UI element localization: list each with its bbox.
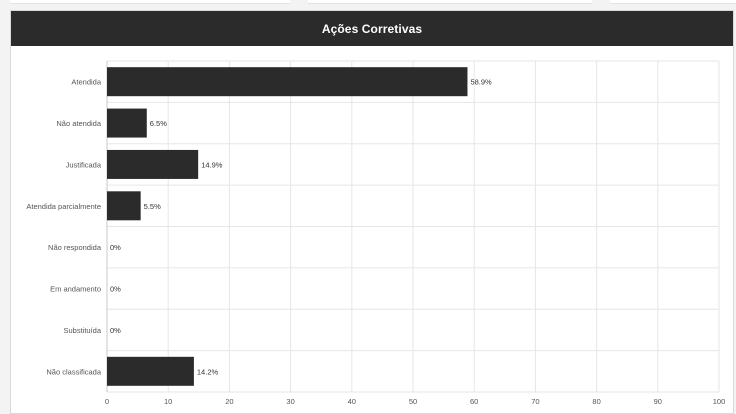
bar[interactable] <box>107 191 141 221</box>
x-tick-label: 20 <box>225 397 233 406</box>
x-tick-label: 0 <box>105 397 109 406</box>
tab-placeholder[interactable] <box>10 0 290 4</box>
category-label: Não respondida <box>48 243 102 252</box>
category-label: Atendida parcialmente <box>26 202 101 211</box>
bar[interactable] <box>107 108 147 138</box>
top-tab-strip <box>0 0 736 10</box>
x-tick-label: 90 <box>654 397 662 406</box>
data-label: 5.5% <box>144 202 161 211</box>
category-label: Substituída <box>63 326 101 335</box>
panel-title: Ações Corretivas <box>11 11 733 46</box>
x-tick-label: 50 <box>409 397 417 406</box>
x-tick-label: 100 <box>713 397 726 406</box>
x-tick-label: 80 <box>592 397 600 406</box>
bar[interactable] <box>107 356 194 386</box>
category-label: Não atendida <box>56 119 101 128</box>
data-label: 0% <box>110 243 121 252</box>
x-tick-label: 40 <box>348 397 356 406</box>
data-label: 14.2% <box>197 367 219 376</box>
bar[interactable] <box>107 149 199 179</box>
category-label: Justificada <box>66 160 102 169</box>
data-label: 6.5% <box>150 119 167 128</box>
category-label: Atendida <box>71 78 101 87</box>
x-tick-label: 70 <box>531 397 539 406</box>
data-label: 14.9% <box>201 160 223 169</box>
tab-placeholder[interactable] <box>610 0 736 4</box>
category-label: Não classificada <box>46 367 101 376</box>
tab-placeholder[interactable] <box>308 0 592 4</box>
x-tick-label: 10 <box>164 397 172 406</box>
x-tick-label: 60 <box>470 397 478 406</box>
bar[interactable] <box>107 67 468 97</box>
data-label: 0% <box>110 285 121 294</box>
data-label: 58.9% <box>470 78 492 87</box>
data-label: 0% <box>110 326 121 335</box>
category-label: Em andamento <box>50 285 101 294</box>
x-tick-label: 30 <box>286 397 294 406</box>
